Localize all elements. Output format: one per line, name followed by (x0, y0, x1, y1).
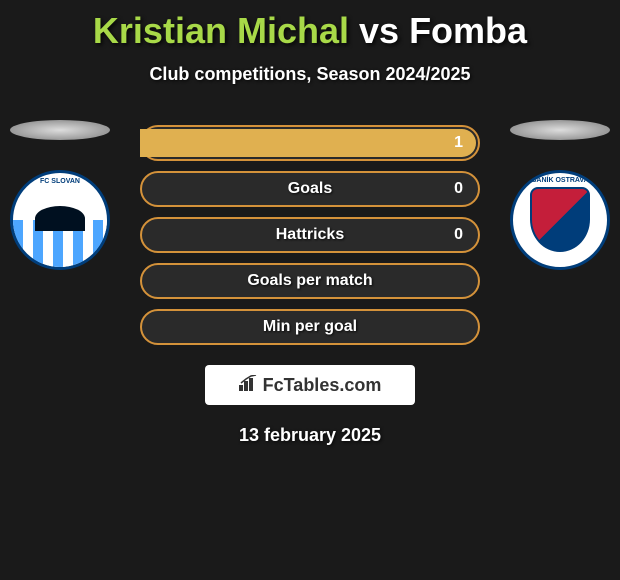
content-area: FC SLOVAN BANÍK OSTRAVA Matches 1 Goals … (0, 125, 620, 446)
slovan-text-top: FC SLOVAN (13, 178, 107, 185)
stat-row-goals: Goals 0 (140, 171, 480, 207)
club-left-logo: FC SLOVAN (10, 170, 110, 270)
stat-label: Goals (288, 180, 332, 198)
player1-name: Kristian Michal (93, 10, 349, 51)
banik-ostrava-badge: BANÍK OSTRAVA (510, 170, 610, 270)
branding-text: FcTables.com (263, 375, 382, 396)
vs-text: vs (359, 10, 399, 51)
stat-row-matches: Matches 1 (140, 125, 480, 161)
slovan-liberec-badge: FC SLOVAN (10, 170, 110, 270)
club-right-logo: BANÍK OSTRAVA (510, 170, 610, 270)
comparison-title: Kristian Michal vs Fomba (0, 0, 620, 52)
player-left-column: FC SLOVAN (10, 120, 110, 270)
subtitle: Club competitions, Season 2024/2025 (0, 64, 620, 85)
stat-right-value: 0 (454, 226, 463, 244)
player2-name: Fomba (409, 10, 527, 51)
chart-icon (239, 375, 259, 396)
stat-right-value: 1 (454, 134, 463, 152)
stat-row-goals-per-match: Goals per match (140, 263, 480, 299)
stat-label: Min per goal (263, 318, 357, 336)
stats-container: Matches 1 Goals 0 Hattricks 0 Goals per … (140, 125, 480, 345)
branding-box: FcTables.com (205, 365, 415, 405)
stat-right-value: 0 (454, 180, 463, 198)
stat-row-min-per-goal: Min per goal (140, 309, 480, 345)
player-right-column: BANÍK OSTRAVA (510, 120, 610, 270)
banik-text: BANÍK OSTRAVA (513, 177, 607, 184)
player1-photo (10, 120, 110, 140)
stat-fill-right (140, 129, 476, 157)
stat-label: Hattricks (276, 226, 344, 244)
stat-label: Goals per match (247, 272, 372, 290)
banik-shield-icon (530, 187, 590, 252)
stat-row-hattricks: Hattricks 0 (140, 217, 480, 253)
date-text: 13 february 2025 (0, 425, 620, 446)
player2-photo (510, 120, 610, 140)
